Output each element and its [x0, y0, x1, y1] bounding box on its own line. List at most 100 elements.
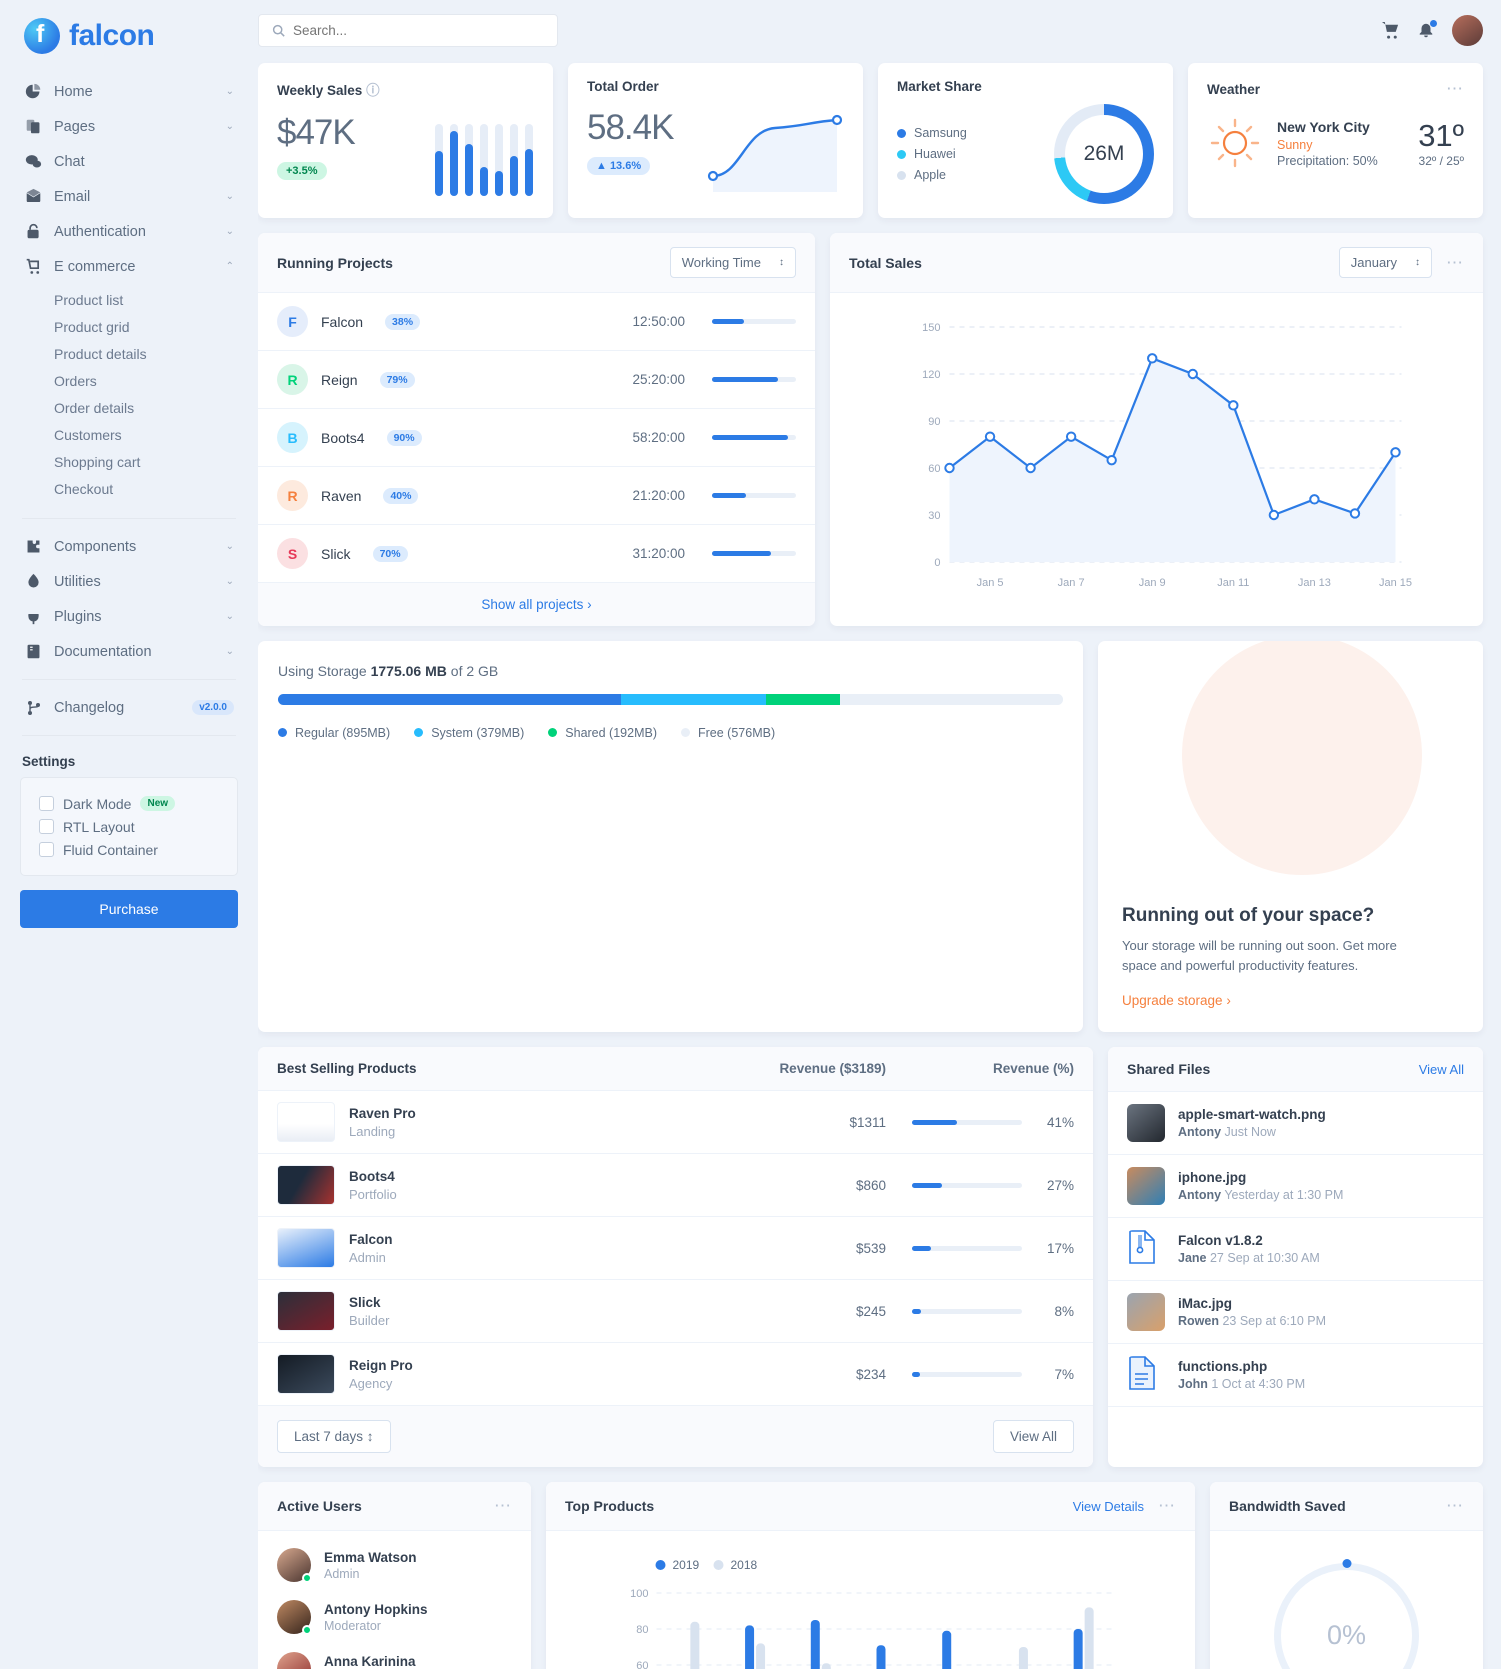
product-percent: 27%	[1046, 1177, 1074, 1193]
checkbox[interactable]	[39, 819, 54, 834]
project-percent: 40%	[383, 487, 419, 504]
storage-used: 1775.06 MB	[370, 663, 447, 679]
search-input[interactable]	[293, 23, 544, 38]
project-percent: 79%	[379, 371, 415, 388]
bandwidth-title: Bandwidth Saved	[1229, 1498, 1346, 1515]
list-item[interactable]: Antony Hopkins Moderator	[258, 1591, 531, 1643]
sidebar-item-label: Utilities	[54, 573, 101, 590]
table-row[interactable]: Reign Pro Agency $234 7%	[258, 1343, 1093, 1407]
show-all-projects-link[interactable]: Show all projects ›	[258, 583, 815, 626]
top-products-menu-icon[interactable]: ⋯	[1158, 1496, 1176, 1516]
table-row[interactable]: R Reign 79% 25:20:00	[258, 351, 815, 409]
subnav-item-checkout[interactable]: Checkout	[54, 480, 114, 497]
subnav-item-product list[interactable]: Product list	[54, 291, 124, 308]
weather-card: Weather ⋯ New York City Sunny Precipitat…	[1188, 63, 1483, 218]
table-row[interactable]: B Boots4 90% 58:20:00	[258, 409, 815, 467]
checkbox[interactable]	[39, 842, 54, 857]
list-item[interactable]: iMac.jpg Rowen 23 Sep at 6:10 PM	[1108, 1281, 1483, 1345]
fire-icon	[24, 572, 43, 591]
sidebar-item-documentation[interactable]: Documentation ⌄	[20, 634, 238, 669]
setting-dark mode[interactable]: Dark Mode New	[39, 792, 219, 815]
search-box[interactable]	[258, 14, 558, 47]
total-sales-menu-icon[interactable]: ⋯	[1446, 252, 1464, 272]
sidebar-item-email[interactable]: Email ⌄	[20, 179, 238, 214]
month-select[interactable]: January ↕	[1338, 247, 1432, 278]
subnav-item-order details[interactable]: Order details	[54, 399, 135, 416]
best-selling-view-all-button[interactable]: View All	[992, 1420, 1074, 1454]
active-users-menu-icon[interactable]: ⋯	[494, 1496, 512, 1516]
list-item[interactable]: Falcon v1.8.2 Jane 27 Sep at 10:30 AM	[1108, 1218, 1483, 1282]
sidebar-item-authentication[interactable]: Authentication ⌄	[20, 214, 238, 249]
topbar-right	[1381, 15, 1483, 46]
setting-fluid container[interactable]: Fluid Container	[39, 838, 219, 861]
user-avatar[interactable]	[1452, 15, 1483, 46]
bandwidth-menu-icon[interactable]: ⋯	[1446, 1496, 1464, 1516]
project-name: Falcon	[321, 313, 364, 330]
legend-dot	[897, 170, 906, 180]
upgrade-storage-link[interactable]: Upgrade storage ›	[1122, 993, 1231, 1009]
sidebar-item-changelog[interactable]: Changelog v2.0.0	[20, 690, 238, 725]
project-name: Slick	[321, 545, 351, 562]
help-icon[interactable]: ⓘ	[366, 83, 380, 98]
list-item[interactable]: apple-smart-watch.png Antony Just Now	[1108, 1092, 1483, 1156]
book-icon	[24, 642, 43, 661]
sidebar-item-components[interactable]: Components ⌄	[20, 529, 238, 564]
weather-menu-icon[interactable]: ⋯	[1446, 79, 1464, 98]
sidebar-item-e commerce[interactable]: E commerce ⌃	[20, 249, 238, 284]
product-name: Falcon	[349, 1231, 393, 1247]
shared-files-view-all-link[interactable]: View All	[1418, 1061, 1464, 1077]
legend-label: Shared (192MB)	[565, 725, 657, 740]
sidebar-item-utilities[interactable]: Utilities ⌄	[20, 564, 238, 599]
table-row[interactable]: S Slick 70% 31:20:00	[258, 525, 815, 583]
product-revenue: $245	[855, 1303, 886, 1319]
product-revenue-bar	[912, 1119, 1022, 1125]
sidebar-item-pages[interactable]: Pages ⌄	[20, 109, 238, 144]
cart-icon[interactable]	[1381, 21, 1400, 40]
subnav-item-product grid[interactable]: Product grid	[54, 318, 130, 335]
total-order-title: Total Order	[587, 79, 659, 94]
sidebar: falcon Home ⌄ Pages ⌄ Chat Email ⌄ Authe…	[0, 0, 258, 1669]
project-name: Reign	[321, 371, 358, 388]
product-thumbnail	[277, 1354, 335, 1395]
product-revenue: $1311	[849, 1114, 886, 1130]
notifications-bell-icon[interactable]	[1417, 18, 1438, 40]
view-details-link[interactable]: View Details	[1072, 1498, 1144, 1514]
table-row[interactable]: Falcon Admin $539 17%	[258, 1217, 1093, 1281]
legend-dot	[681, 728, 690, 737]
shared-files-list: apple-smart-watch.png Antony Just Now ip…	[1108, 1092, 1483, 1408]
table-row[interactable]: Raven Pro Landing $1311 41%	[258, 1091, 1093, 1155]
project-percent: 70%	[372, 545, 408, 562]
purchase-button[interactable]: Purchase	[20, 890, 238, 928]
list-item[interactable]: iphone.jpg Antony Yesterday at 1:30 PM	[1108, 1155, 1483, 1219]
table-row[interactable]: R Raven 40% 21:20:00	[258, 467, 815, 525]
storage-card: Using Storage 1775.06 MB of 2 GB Regular…	[258, 641, 1083, 1033]
last-7-days-select[interactable]: Last 7 days ↕	[277, 1420, 391, 1454]
sidebar-item-plugins[interactable]: Plugins ⌄	[20, 599, 238, 634]
storage-row: Using Storage 1775.06 MB of 2 GB Regular…	[258, 641, 1483, 1033]
sidebar-item-chat[interactable]: Chat	[20, 144, 238, 179]
subnav-item-customers[interactable]: Customers	[54, 426, 122, 443]
table-row[interactable]: Slick Builder $245 8%	[258, 1280, 1093, 1344]
storage-segment	[621, 694, 767, 705]
svg-text:60: 60	[636, 1660, 648, 1669]
checkbox[interactable]	[39, 796, 54, 811]
product-revenue-bar	[912, 1308, 1022, 1314]
table-row[interactable]: Boots4 Portfolio $860 27%	[258, 1154, 1093, 1218]
subnav-item-shopping cart[interactable]: Shopping cart	[54, 453, 141, 470]
brand-logo-area[interactable]: falcon	[20, 0, 238, 74]
setting-rtl layout[interactable]: RTL Layout	[39, 815, 219, 838]
table-row[interactable]: F Falcon 38% 12:50:00	[258, 293, 815, 351]
product-revenue-bar	[912, 1371, 1022, 1377]
topbar	[258, 0, 1483, 63]
list-item[interactable]: Anna Karinina Editor	[258, 1643, 531, 1669]
working-time-value: Working Time	[681, 255, 761, 270]
chevron-icon: ⌄	[225, 226, 234, 237]
subnav-item-product details[interactable]: Product details	[54, 345, 147, 362]
list-item[interactable]: functions.php John 1 Oct at 4:30 PM	[1108, 1344, 1483, 1408]
working-time-select[interactable]: Working Time ↕	[669, 247, 796, 278]
chevron-icon: ⌄	[225, 576, 234, 587]
list-item[interactable]: Emma Watson Admin	[258, 1539, 531, 1591]
subnav-item-orders[interactable]: Orders	[54, 372, 97, 389]
svg-text:30: 30	[928, 510, 940, 522]
sidebar-item-home[interactable]: Home ⌄	[20, 74, 238, 109]
